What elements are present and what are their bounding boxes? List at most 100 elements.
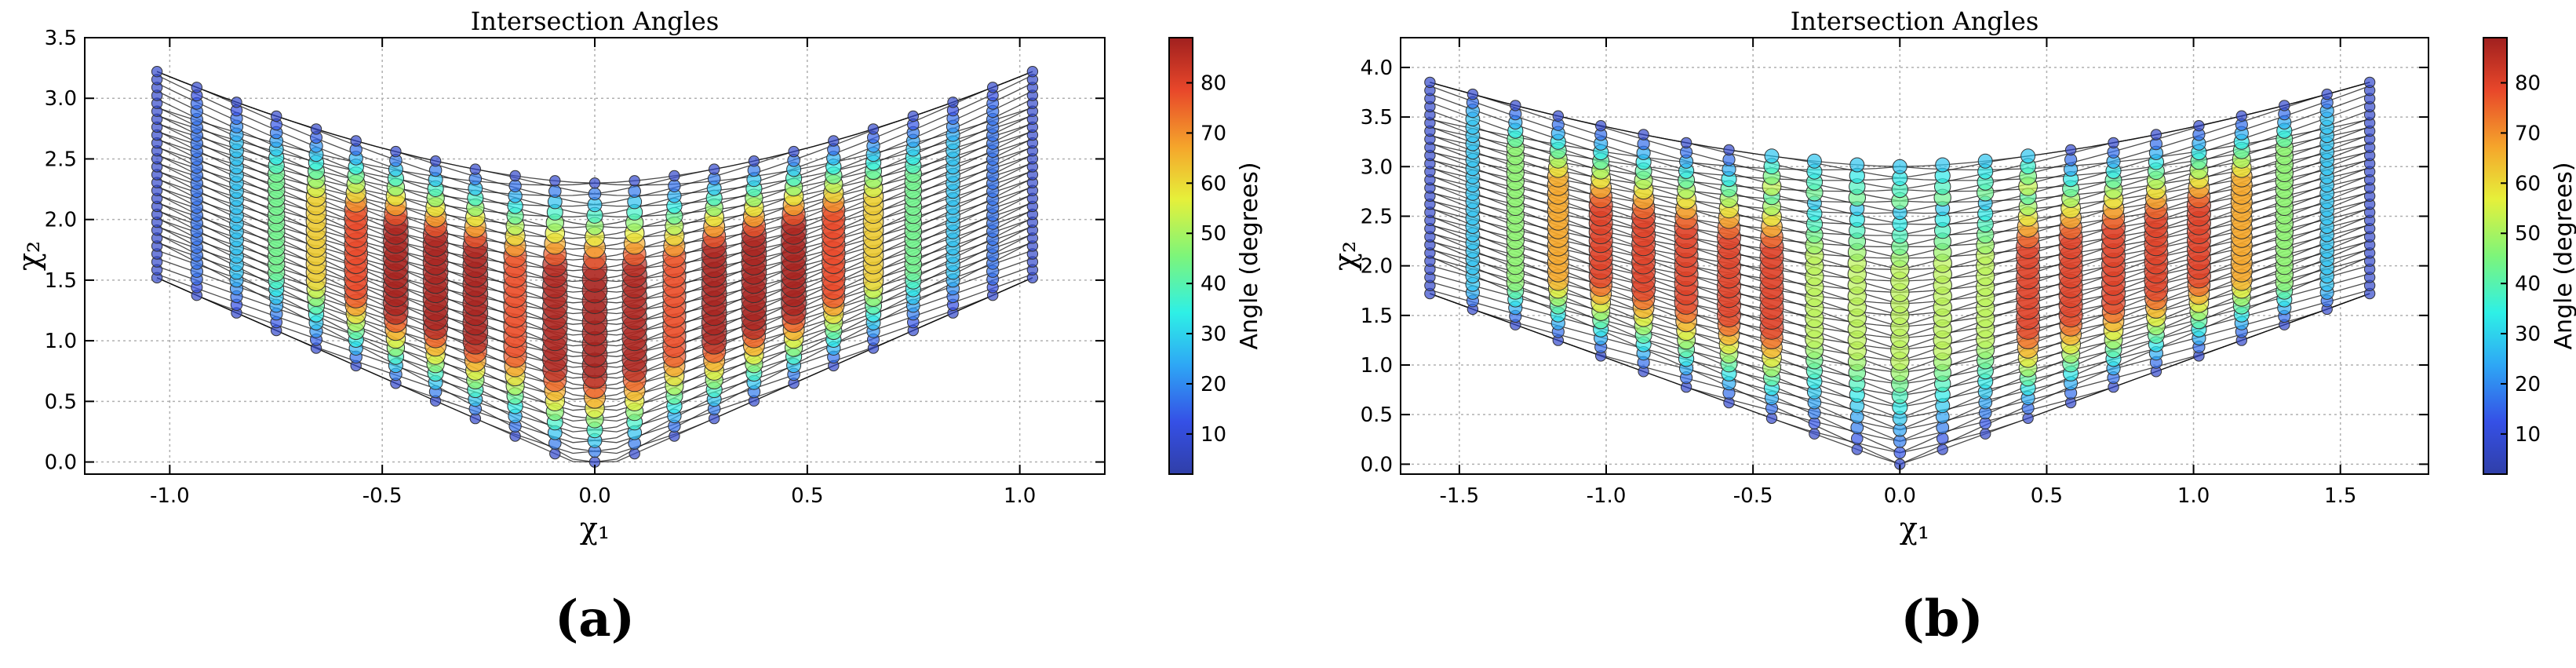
a-intersection-point (548, 184, 562, 198)
a-x-tick-label: -0.5 (363, 484, 403, 508)
b-intersection-point (1937, 444, 1948, 455)
b-y-tick-label: 1.5 (1361, 305, 1393, 328)
a-intersection-point (151, 66, 163, 78)
a-x-axis-label: χ₁ (580, 511, 610, 546)
a-y-tick-label: 2.0 (45, 209, 77, 232)
a-y-tick-label: 3.5 (45, 27, 77, 50)
a-colorbar-label: Angle (degrees) (1236, 162, 1263, 349)
a-intersection-point (748, 155, 760, 167)
a-y-tick-label: 0.5 (45, 390, 77, 414)
a-y-tick-label: 1.5 (45, 269, 77, 293)
b-intersection-point (1765, 412, 1778, 424)
b-y-tick-label: 0.5 (1361, 403, 1393, 427)
a-intersection-point (987, 82, 999, 93)
a-intersection-points (151, 66, 1039, 468)
a-intersection-point (549, 175, 561, 187)
b-gridlines (1401, 38, 2428, 474)
b-y-tick-label: 4.0 (1361, 57, 1393, 80)
a-x-tick-label: 0.0 (578, 484, 610, 508)
b-colorbar-tick-label: 40 (2515, 272, 2541, 296)
a-intersection-point (788, 145, 800, 158)
b-intersection-point (2064, 144, 2077, 156)
a-intersection-point (709, 163, 720, 175)
b-intersection-point (1424, 76, 1436, 89)
b-x-tick-label: 0.0 (1884, 484, 1916, 508)
b-y-tick-label: 2.0 (1361, 255, 1393, 279)
a-y-axis-label: χ₂ (12, 241, 46, 271)
a-intersection-point (628, 184, 642, 198)
a-intersection-point (549, 447, 561, 460)
b-colorbar-tick-label: 70 (2515, 122, 2541, 145)
a-intersection-point (350, 135, 362, 147)
b-colorbar-tick-label: 30 (2515, 323, 2541, 346)
b-intersection-point (1680, 137, 1692, 149)
b-intersection-point (1893, 447, 1907, 459)
b-colorbar-tick-label: 50 (2515, 222, 2541, 246)
b-x-tick-label: -1.5 (1439, 484, 1479, 508)
a-intersection-point (509, 170, 521, 182)
b-intersection-point (2363, 76, 2376, 89)
a-intersection-point (668, 179, 681, 193)
a-intersection-point (947, 97, 959, 108)
b-x-tick-label: -1.0 (1587, 484, 1627, 508)
a-intersection-point (508, 179, 522, 193)
a-x-tick-label: 0.5 (791, 484, 823, 508)
b-y-tick-label: 0.0 (1361, 453, 1393, 476)
b-intersection-point (2279, 100, 2290, 111)
a-colorbar-tick-label: 10 (1201, 423, 1226, 447)
b-x-axis-label: χ₁ (1900, 511, 1929, 546)
panel-b: -1.5 -1.0 -0.5 0.0 0.5 1.0 1.5 0.0 0.5 1.0 1.5 2.0… (1328, 6, 2576, 648)
b-intersection-point (1977, 153, 1993, 169)
a-colorbar-tick-label: 70 (1201, 122, 1226, 145)
b-intersection-point (1893, 434, 1907, 448)
b-intersection-point (1467, 88, 1479, 100)
b-intersection-point (2020, 148, 2036, 164)
a-y-tick-label: 0.0 (45, 451, 77, 475)
a-intersection-point (669, 170, 680, 182)
b-intersection-point (1552, 110, 1565, 122)
a-colorbar-tick-label: 50 (1201, 222, 1226, 246)
b-y-tick-label: 3.0 (1361, 155, 1393, 179)
b-intersection-point (2193, 120, 2205, 132)
a-y-tick-labels: 0.0 0.5 1.0 1.5 2.0 2.5 3.0 3.5 (45, 27, 77, 475)
b-intersection-point (1980, 428, 1991, 440)
b-intersection-points (1424, 76, 2376, 470)
a-colorbar-tick-label: 20 (1201, 373, 1226, 396)
b-intersection-point (2022, 412, 2034, 424)
b-x-tick-labels: -1.5 -1.0 -0.5 0.0 0.5 1.0 1.5 (1439, 484, 2356, 508)
b-intersection-point (1510, 100, 1521, 111)
b-colorbar (2483, 37, 2508, 475)
b-x-tick-label: 1.5 (2324, 484, 2356, 508)
a-intersection-point (390, 145, 402, 158)
b-x-tick-label: -0.5 (1733, 484, 1773, 508)
b-intersection-point (1935, 157, 1951, 173)
b-colorbar-tick-label: 60 (2515, 172, 2541, 195)
b-intersection-point (1936, 432, 1949, 445)
b-intersection-point (2235, 110, 2248, 122)
b-panel-caption: (b) (1900, 590, 1983, 648)
a-panel-caption: (a) (555, 590, 635, 648)
a-chart-title: Intersection Angles (471, 6, 720, 36)
a-intersection-point (271, 110, 282, 122)
a-intersection-point (629, 447, 640, 460)
b-intersection-point (1892, 159, 1907, 174)
b-intersection-point (1764, 148, 1780, 164)
b-intersection-point (1809, 428, 1820, 440)
a-intersection-point (907, 110, 920, 122)
a-y-tick-label: 2.5 (45, 148, 77, 171)
a-colorbar-tick-label: 40 (1201, 272, 1226, 296)
a-intersection-point (310, 123, 322, 135)
b-y-tick-label: 2.5 (1361, 205, 1393, 228)
a-intersection-point (469, 163, 481, 175)
b-intersection-point (1849, 157, 1865, 173)
a-intersection-point (629, 175, 640, 187)
a-colorbar-ticks: 10 20 30 40 50 60 70 80 (1186, 72, 1226, 447)
b-intersection-point (2321, 88, 2333, 100)
b-axes-frame (1400, 37, 2429, 475)
b-chart-title: Intersection Angles (1791, 6, 2039, 36)
b-tick-marks (1401, 38, 2428, 474)
a-intersection-point (231, 97, 242, 108)
a-tick-marks (85, 37, 1105, 474)
